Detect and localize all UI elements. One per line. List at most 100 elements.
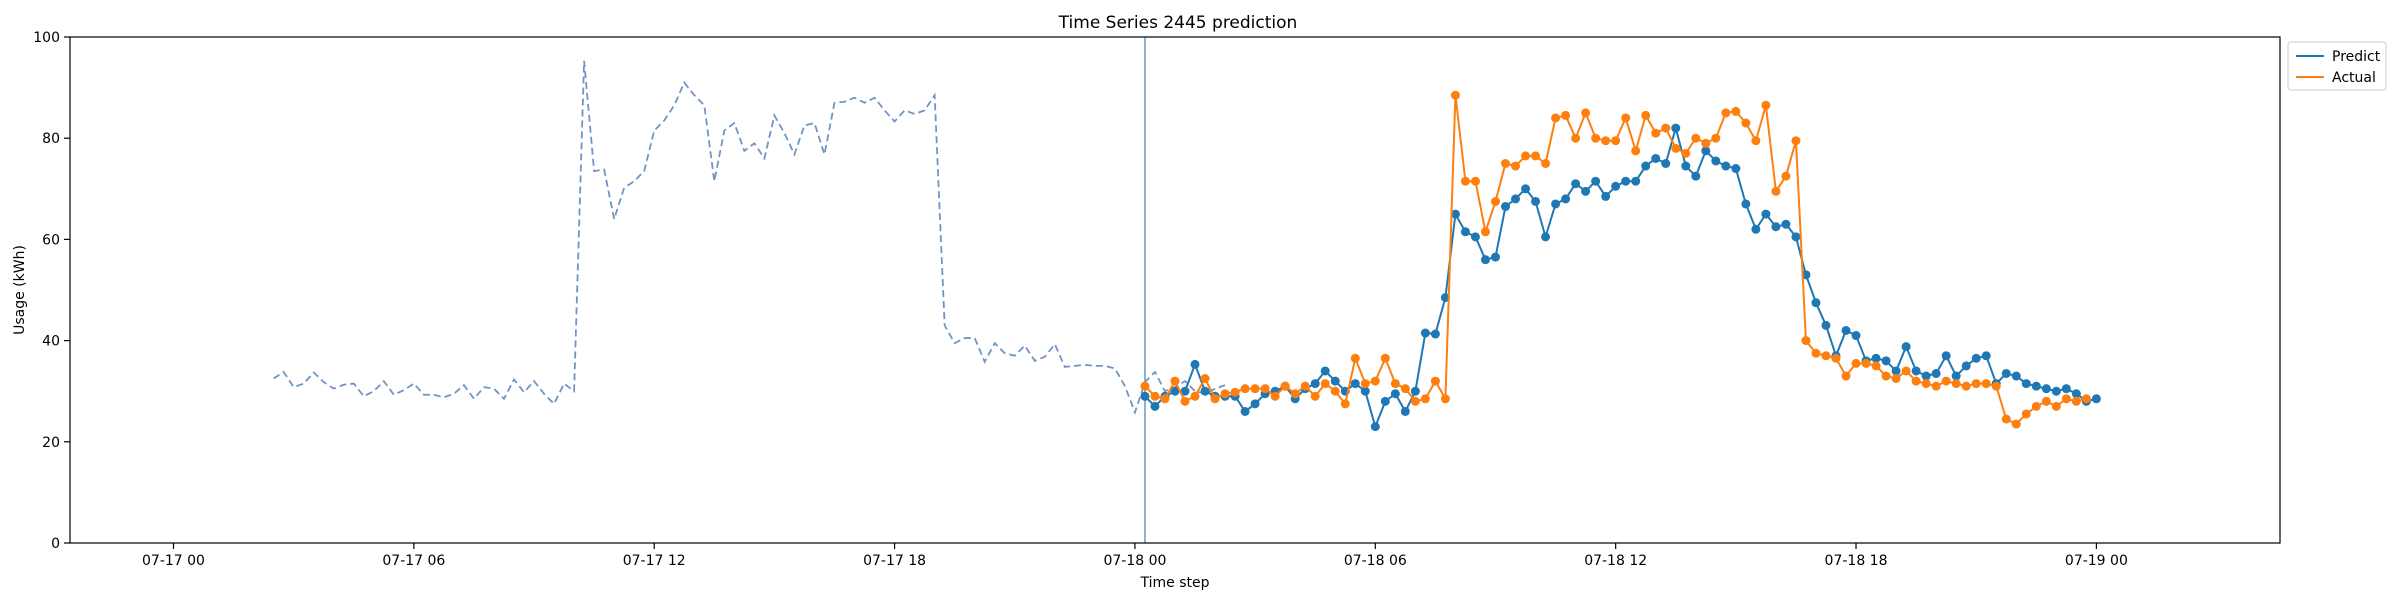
predict-point	[1961, 361, 1971, 371]
actual-point	[1531, 151, 1541, 161]
predict-point	[1420, 328, 1430, 338]
actual-point	[1771, 186, 1781, 196]
predict-point	[1200, 386, 1210, 396]
predict-point	[2041, 384, 2051, 394]
actual-point	[1340, 399, 1350, 409]
actual-point	[1611, 136, 1621, 146]
predict-point	[1511, 194, 1521, 204]
actual-point	[2071, 396, 2081, 406]
predict-point	[1531, 196, 1541, 206]
actual-point	[2001, 414, 2011, 424]
predict-point	[1310, 379, 1320, 389]
predict-point	[1591, 176, 1601, 186]
predict-point	[1971, 353, 1981, 363]
predict-point	[2031, 381, 2041, 391]
actual-point	[1460, 176, 1470, 186]
predict-point	[1841, 325, 1851, 335]
actual-point	[1711, 133, 1721, 143]
predict-point	[1150, 401, 1160, 411]
actual-point	[1511, 161, 1521, 171]
x-tick-label: 07-17 06	[382, 553, 445, 569]
predict-point	[1731, 164, 1741, 174]
actual-point	[1200, 374, 1210, 384]
actual-point	[1651, 128, 1661, 138]
plot-frame	[69, 36, 2281, 544]
actual-point	[1681, 148, 1691, 158]
actual-point	[2041, 396, 2051, 406]
predict-point	[1521, 184, 1531, 194]
predict-point	[1611, 181, 1621, 191]
predict-point	[1821, 320, 1831, 330]
predict-point	[1761, 209, 1771, 219]
actual-point	[1641, 110, 1651, 120]
actual-point	[1170, 376, 1180, 386]
predict-point	[1881, 356, 1891, 366]
predict-point	[1370, 422, 1380, 432]
predict-point	[2051, 386, 2061, 396]
predict-point	[1400, 406, 1410, 416]
predict-point	[1430, 329, 1440, 339]
actual-point	[1881, 371, 1891, 381]
predict-point	[2001, 368, 2011, 378]
actual-point	[1961, 381, 1971, 391]
predict-point	[1811, 298, 1821, 308]
predict-point	[2011, 371, 2021, 381]
predict-point	[1180, 386, 1190, 396]
predict-point	[1581, 186, 1591, 196]
predict-point	[2061, 384, 2071, 394]
actual-point	[1210, 394, 1220, 404]
actual-point	[1140, 381, 1150, 391]
actual-point	[1901, 366, 1911, 376]
predict-point	[1190, 359, 1200, 369]
predict-point	[1661, 159, 1671, 168]
actual-point	[1500, 159, 1510, 168]
actual-point	[1250, 384, 1260, 394]
predict-point	[1380, 396, 1390, 406]
y-tick-label: 80	[42, 131, 60, 147]
predict-point	[1541, 232, 1551, 242]
actual-point	[1781, 171, 1791, 181]
actual-point	[1631, 146, 1641, 156]
actual-point	[1390, 379, 1400, 389]
actual-point	[1891, 374, 1901, 384]
predict-point	[1320, 366, 1330, 376]
predict-point	[1490, 252, 1500, 262]
actual-point	[1761, 100, 1771, 110]
x-tick-label: 07-18 18	[1825, 553, 1888, 569]
y-tick-label: 20	[42, 435, 60, 451]
actual-point	[1400, 384, 1410, 394]
actual-point	[1150, 391, 1160, 401]
actual-point	[1691, 133, 1701, 143]
actual-point	[1180, 396, 1190, 406]
y-tick-label: 0	[51, 536, 60, 552]
predict-point	[1140, 391, 1150, 401]
predict-point	[1741, 199, 1751, 209]
actual-point	[1280, 381, 1290, 391]
actual-point	[1270, 391, 1280, 401]
y-tick-label: 40	[42, 334, 60, 350]
actual-point	[1300, 381, 1310, 391]
actual-point	[1661, 123, 1671, 133]
predict-point	[2091, 394, 2101, 404]
actual-point	[1791, 136, 1801, 146]
actual-point	[1551, 113, 1561, 123]
actual-point	[1731, 106, 1741, 116]
actual-point	[1671, 143, 1681, 153]
actual-point	[1290, 389, 1300, 399]
actual-point	[1851, 358, 1861, 368]
actual-point	[1450, 90, 1460, 100]
actual-point	[1330, 386, 1340, 396]
x-tick-label: 07-18 12	[1584, 553, 1647, 569]
y-axis-title: Usage (kWh)	[12, 245, 28, 335]
actual-point	[1741, 118, 1751, 128]
actual-point	[1380, 353, 1390, 363]
predict-point	[1571, 179, 1581, 189]
x-tick-label: 07-19 00	[2065, 553, 2128, 569]
actual-point	[1260, 384, 1270, 394]
actual-point	[1370, 376, 1380, 386]
predict-point	[2021, 379, 2031, 389]
actual-point	[1350, 353, 1360, 363]
predict-point	[1360, 386, 1370, 396]
